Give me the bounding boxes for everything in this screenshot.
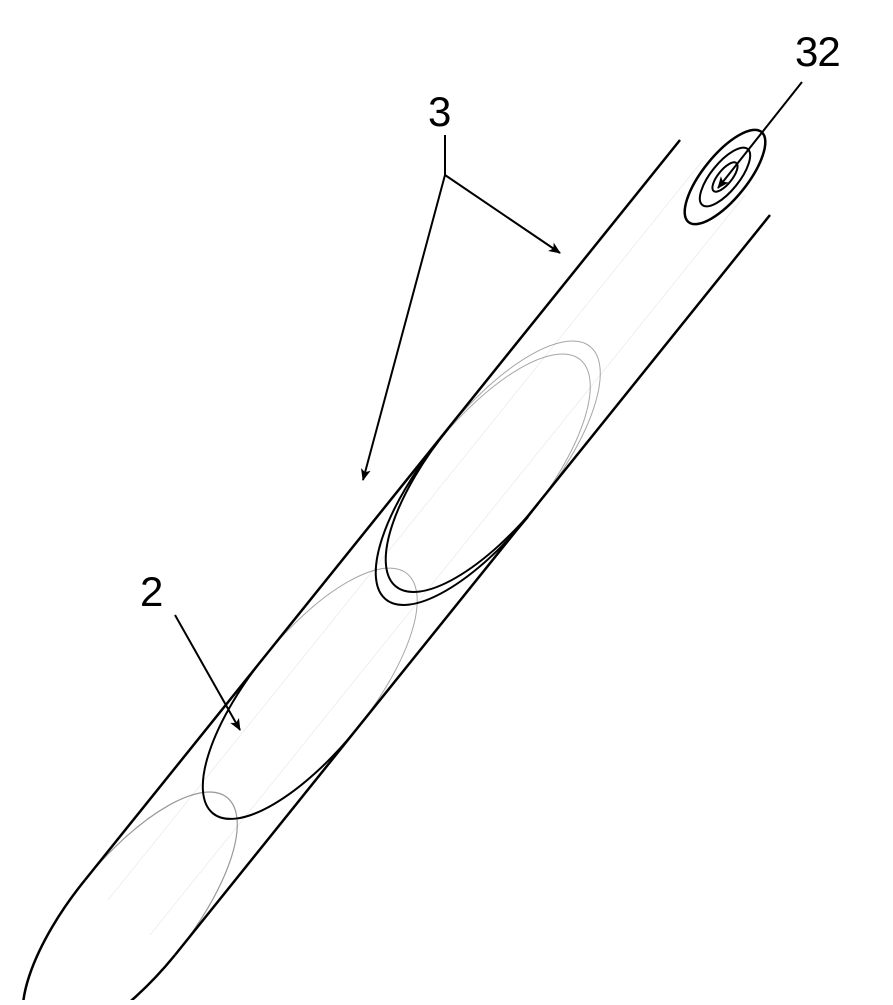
leader-32 [718, 82, 802, 188]
part-label-32: 32 [795, 28, 840, 76]
part-label-3: 3 [428, 88, 450, 136]
leader-3 [363, 135, 560, 480]
part-label-2: 2 [140, 568, 162, 616]
diagram-svg [0, 0, 893, 1000]
cylinder-body [23, 118, 779, 1000]
leader-2 [175, 615, 240, 730]
technical-diagram: 2 3 32 [0, 0, 893, 1000]
